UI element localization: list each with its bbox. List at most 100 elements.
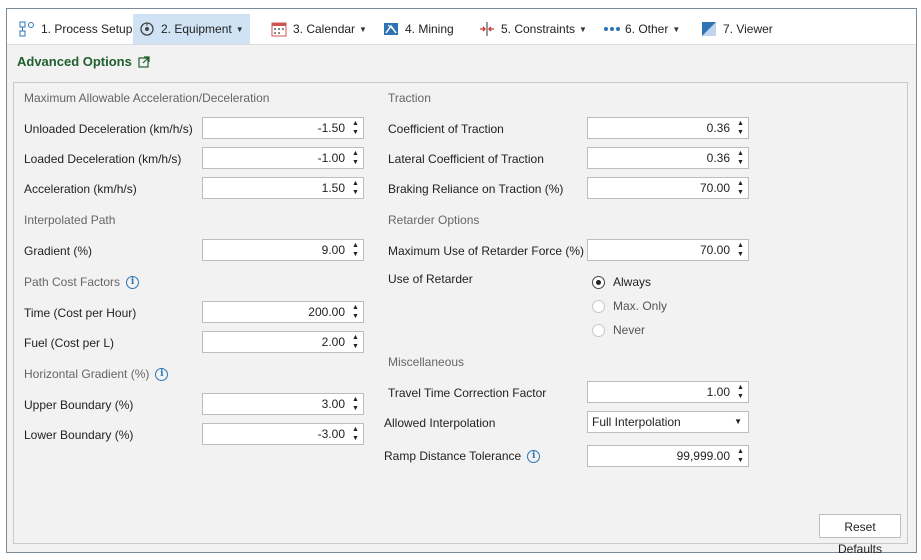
spinner-arrows[interactable]: ▲ ▼ [350, 333, 361, 351]
retarder-max-only-radio[interactable]: Max. Only [592, 299, 667, 313]
spin-down-icon[interactable]: ▼ [352, 251, 359, 258]
tab-equipment[interactable]: 2. Equipment ▼ [133, 14, 250, 44]
spinner-arrows[interactable]: ▲ ▼ [735, 149, 746, 167]
tab-mining[interactable]: 4. Mining [377, 14, 460, 44]
tab-calendar-label: 3. Calendar [293, 22, 356, 36]
spin-up-icon[interactable]: ▲ [737, 180, 744, 187]
spin-up-icon[interactable]: ▲ [352, 120, 359, 127]
spin-up-icon[interactable]: ▲ [352, 396, 359, 403]
misc-section-heading: Miscellaneous [388, 355, 465, 369]
spin-up-icon[interactable]: ▲ [737, 448, 744, 455]
time-cost-input[interactable]: 200.00 ▲ ▼ [202, 301, 364, 323]
spinner-arrows[interactable]: ▲ ▼ [735, 179, 746, 197]
cost-section-heading: Path Cost Factors i [24, 275, 140, 289]
spin-down-icon[interactable]: ▼ [737, 393, 744, 400]
spin-down-icon[interactable]: ▼ [737, 189, 744, 196]
spinner-arrows[interactable]: ▲ ▼ [350, 303, 361, 321]
hgrad-section-text: Horizontal Gradient (%) [24, 367, 150, 381]
max-retarder-input[interactable]: 70.00 ▲ ▼ [587, 239, 749, 261]
retarder-always-label: Always [613, 275, 652, 289]
spin-down-icon[interactable]: ▼ [737, 251, 744, 258]
spin-down-icon[interactable]: ▼ [737, 159, 744, 166]
travel-time-input[interactable]: 1.00 ▲ ▼ [587, 381, 749, 403]
spin-down-icon[interactable]: ▼ [352, 435, 359, 442]
spinner-arrows[interactable]: ▲ ▼ [350, 395, 361, 413]
chevron-down-icon[interactable]: ▼ [734, 417, 742, 426]
fuel-cost-input[interactable]: 2.00 ▲ ▼ [202, 331, 364, 353]
spin-down-icon[interactable]: ▼ [352, 159, 359, 166]
tab-viewer-label: 7. Viewer [723, 22, 773, 36]
spinner-arrows[interactable]: ▲ ▼ [735, 383, 746, 401]
spin-down-icon[interactable]: ▼ [737, 457, 744, 464]
spin-down-icon[interactable]: ▼ [352, 189, 359, 196]
gradient-value: 9.00 [321, 243, 345, 257]
spinner-arrows[interactable]: ▲ ▼ [735, 119, 746, 137]
constraints-icon [479, 21, 495, 37]
spin-up-icon[interactable]: ▲ [352, 304, 359, 311]
reset-defaults-button[interactable]: Reset Defaults [819, 514, 901, 556]
radio-dot[interactable] [592, 275, 605, 289]
spinner-arrows[interactable]: ▲ ▼ [350, 119, 361, 137]
tab-process-setup[interactable]: 1. Process Setup ▼ [13, 14, 150, 44]
spinner-arrows[interactable]: ▲ ▼ [735, 241, 746, 259]
spin-up-icon[interactable]: ▲ [352, 150, 359, 157]
upper-boundary-input[interactable]: 3.00 ▲ ▼ [202, 393, 364, 415]
hgrad-section-heading: Horizontal Gradient (%) i [24, 367, 169, 381]
spin-up-icon[interactable]: ▲ [737, 120, 744, 127]
retarder-never-radio[interactable]: Never [592, 323, 645, 337]
chevron-down-icon: ▼ [359, 24, 367, 34]
spin-down-icon[interactable]: ▼ [352, 313, 359, 320]
lat-coef-traction-label: Lateral Coefficient of Traction [388, 152, 544, 166]
spin-up-icon[interactable]: ▲ [737, 150, 744, 157]
spinner-arrows[interactable]: ▲ ▼ [350, 425, 361, 443]
tab-process-setup-label: 1. Process Setup [41, 22, 133, 36]
calendar-icon [271, 21, 287, 37]
tab-constraints[interactable]: 5. Constraints ▼ [473, 14, 593, 44]
info-icon[interactable]: i [527, 449, 541, 463]
retarder-max-only-label: Max. Only [613, 299, 668, 313]
lat-coef-traction-input[interactable]: 0.36 ▲ ▼ [587, 147, 749, 169]
spin-up-icon[interactable]: ▲ [352, 242, 359, 249]
acceleration-input[interactable]: 1.50 ▲ ▼ [202, 177, 364, 199]
radio-dot[interactable] [592, 299, 605, 313]
ramp-tolerance-input[interactable]: 99,999.00 ▲ ▼ [587, 445, 749, 467]
interp-section-heading: Interpolated Path [24, 213, 116, 227]
info-icon[interactable]: i [155, 367, 169, 381]
spinner-arrows[interactable]: ▲ ▼ [350, 241, 361, 259]
spinner-arrows[interactable]: ▲ ▼ [350, 149, 361, 167]
spin-up-icon[interactable]: ▲ [352, 426, 359, 433]
process-setup-icon [19, 21, 35, 37]
spinner-arrows[interactable]: ▲ ▼ [350, 179, 361, 197]
tab-viewer[interactable]: 7. Viewer [695, 14, 779, 44]
spin-down-icon[interactable]: ▼ [737, 129, 744, 136]
advanced-options-window: 1. Process Setup ▼ 2. Equipment ▼ 3. Cal… [6, 8, 917, 556]
lower-boundary-input[interactable]: -3.00 ▲ ▼ [202, 423, 364, 445]
spin-up-icon[interactable]: ▲ [352, 180, 359, 187]
tab-calendar[interactable]: 3. Calendar ▼ [265, 14, 373, 44]
spin-up-icon[interactable]: ▲ [352, 334, 359, 341]
tab-other[interactable]: 6. Other ▼ [597, 14, 686, 44]
max-retarder-value: 70.00 [699, 243, 730, 257]
spin-up-icon[interactable]: ▲ [737, 242, 744, 249]
allowed-interp-value: Full Interpolation [592, 415, 681, 429]
external-link-icon[interactable] [138, 55, 150, 68]
retarder-always-radio[interactable]: Always [592, 275, 651, 289]
max-retarder-label: Maximum Use of Retarder Force (%) [388, 244, 585, 258]
coef-traction-input[interactable]: 0.36 ▲ ▼ [587, 117, 749, 139]
advanced-options-panel: Maximum Allowable Acceleration/Decelerat… [13, 82, 908, 556]
spin-down-icon[interactable]: ▼ [352, 129, 359, 136]
accel-section-heading: Maximum Allowable Acceleration/Decelerat… [24, 91, 270, 105]
spin-down-icon[interactable]: ▼ [352, 405, 359, 412]
spin-down-icon[interactable]: ▼ [352, 343, 359, 350]
allowed-interp-select[interactable]: Full Interpolation ▼ [587, 411, 749, 433]
info-icon[interactable]: i [126, 275, 140, 289]
spinner-arrows[interactable]: ▲ ▼ [735, 447, 746, 465]
gradient-input[interactable]: 9.00 ▲ ▼ [202, 239, 364, 261]
unloaded-decel-input[interactable]: -1.50 ▲ ▼ [202, 117, 364, 139]
loaded-decel-input[interactable]: -1.00 ▲ ▼ [202, 147, 364, 169]
radio-dot[interactable] [592, 323, 605, 337]
fuel-cost-label: Fuel (Cost per L) [24, 336, 115, 350]
braking-reliance-input[interactable]: 70.00 ▲ ▼ [587, 177, 749, 199]
more-dots-icon [603, 21, 620, 37]
spin-up-icon[interactable]: ▲ [737, 384, 744, 391]
